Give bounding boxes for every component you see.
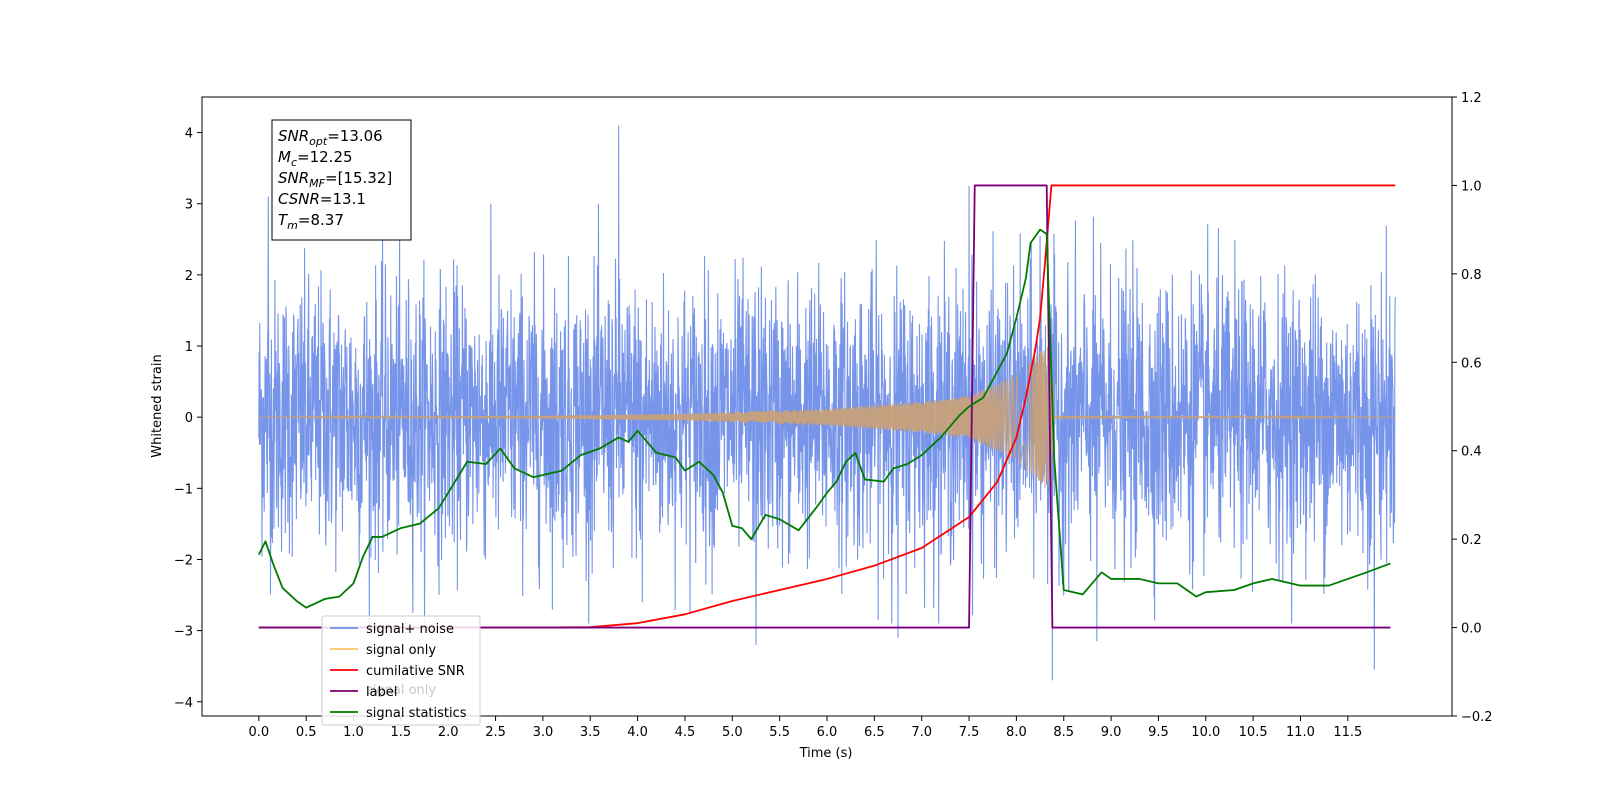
x-tick-label: 3.0 — [533, 725, 554, 740]
y-tick-label: 4 — [185, 127, 193, 142]
x-tick-label: 3.5 — [580, 725, 601, 740]
series-label — [258, 184, 1391, 629]
x-tick-label: 9.5 — [1148, 725, 1169, 740]
y2-tick-label: 1.0 — [1461, 179, 1482, 194]
series-signal-only — [258, 346, 1396, 489]
x-axis-label: Time (s) — [799, 746, 853, 761]
y-tick-label: −2 — [174, 553, 193, 568]
y-tick-label: −1 — [174, 482, 193, 497]
x-tick-label: 7.0 — [911, 725, 932, 740]
legend-label: cumilative SNR — [366, 664, 465, 679]
y-axis-right: 1.2 1.0 0.8 0.6 0.4 0.2 0.0 −0.2 — [1452, 91, 1493, 725]
legend-hidden-text: signal only — [366, 683, 436, 698]
series-signal-noise — [258, 125, 1396, 681]
x-tick-label: 10.5 — [1239, 725, 1268, 740]
x-tick-label: 5.0 — [722, 725, 743, 740]
annotation-box: SNRopt=13.06Mc=12.25SNRMF=[15.32]CSNR=13… — [271, 119, 412, 241]
x-tick-label: 9.0 — [1101, 725, 1122, 740]
y-tick-label: 0 — [185, 411, 193, 426]
x-tick-label: 4.5 — [675, 725, 696, 740]
x-axis: 0.0 0.5 1.0 1.5 2.0 2.5 3.0 3.5 4.0 4.5 5.0 5.5 6.0 6… — [248, 716, 1362, 740]
y2-tick-label: 0.2 — [1461, 533, 1482, 548]
annotation-frame — [271, 119, 412, 241]
legend-frame — [321, 615, 481, 726]
x-tick-label: 2.5 — [485, 725, 506, 740]
legend-label: signal+ noise — [366, 622, 454, 637]
x-tick-label: 0.5 — [296, 725, 317, 740]
annotation-line: CSNR=13.1 — [278, 190, 366, 208]
y-tick-label: −4 — [174, 696, 193, 711]
y2-tick-label: 0.4 — [1461, 445, 1482, 460]
y2-tick-label: 0.0 — [1461, 622, 1482, 637]
y2-tick-label: 0.8 — [1461, 268, 1482, 283]
legend: signal only signal+ noise signal only cumi… — [321, 615, 481, 726]
legend-label: signal only — [366, 643, 436, 658]
y-tick-label: −3 — [174, 625, 193, 640]
y-tick-label: 3 — [185, 198, 193, 213]
series-cumulative-snr — [258, 184, 1396, 629]
x-tick-label: 8.5 — [1053, 725, 1074, 740]
y-tick-label: 2 — [185, 269, 193, 284]
legend-label: label — [366, 685, 397, 700]
y-axis-label: Whitened strain — [150, 354, 165, 457]
x-tick-label: 0.0 — [248, 725, 269, 740]
x-tick-label: 11.0 — [1286, 725, 1315, 740]
annotation-line: Mc=12.25 — [278, 148, 353, 169]
y2-tick-label: 0.6 — [1461, 356, 1482, 371]
y-tick-label: 1 — [185, 340, 193, 355]
x-tick-label: 1.0 — [343, 725, 364, 740]
x-tick-label: 5.5 — [769, 725, 790, 740]
x-tick-label: 7.5 — [959, 725, 980, 740]
annotation-line: Tm=8.37 — [278, 211, 344, 232]
x-tick-label: 8.0 — [1006, 725, 1027, 740]
x-tick-label: 6.0 — [817, 725, 838, 740]
x-tick-label: 6.5 — [864, 725, 885, 740]
y-axis-left: 4 3 2 1 0 −1 −2 −3 −4 — [174, 127, 202, 711]
x-tick-label: 2.0 — [438, 725, 459, 740]
series-layer — [258, 125, 1396, 681]
x-tick-label: 11.5 — [1333, 725, 1362, 740]
y2-tick-label: −0.2 — [1461, 710, 1493, 725]
annotation-line: SNRMF=[15.32] — [278, 169, 392, 190]
series-signal-statistics — [258, 228, 1391, 609]
annotation-line: SNRopt=13.06 — [278, 127, 383, 148]
x-tick-label: 10.0 — [1191, 725, 1220, 740]
y2-tick-label: 1.2 — [1461, 91, 1482, 106]
x-tick-label: 4.0 — [627, 725, 648, 740]
x-tick-label: 1.5 — [391, 725, 412, 740]
legend-label: signal statistics — [366, 706, 467, 721]
